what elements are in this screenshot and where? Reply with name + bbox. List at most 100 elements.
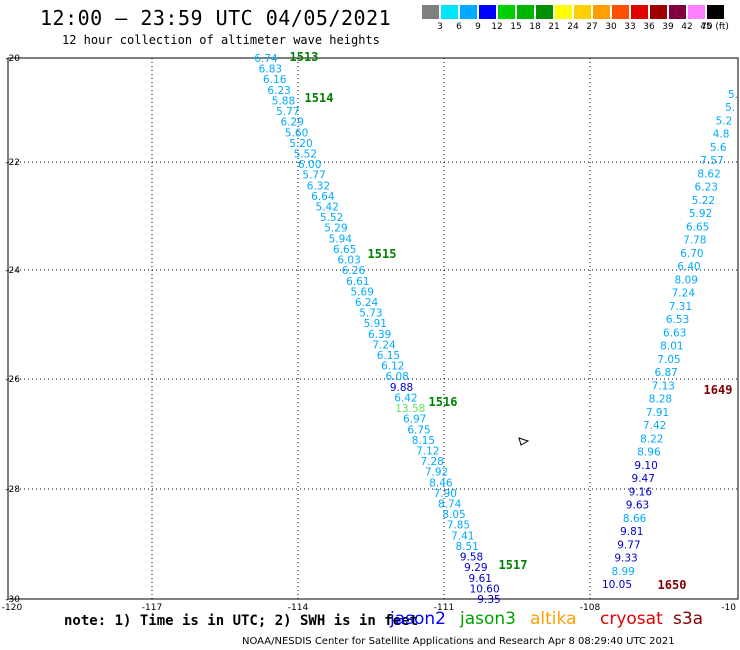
swh-value: 5.42 — [316, 202, 339, 214]
swh-value: 5.69 — [351, 286, 374, 298]
scale-label: 9 — [475, 22, 481, 32]
lat-tick-label: -20 — [5, 54, 20, 64]
swh-value: 10.60 — [470, 583, 500, 595]
swh-value: 5.73 — [359, 308, 382, 320]
scale-swatch — [479, 5, 496, 19]
swh-value: 6.75 — [407, 424, 430, 436]
scale-label: 70 (ft) — [701, 22, 729, 32]
swh-value: 8.28 — [649, 394, 672, 406]
swh-value: 6.97 — [403, 414, 426, 426]
swh-value: 9.81 — [620, 526, 643, 538]
swh-value: 6.12 — [381, 361, 404, 373]
island-outline — [518, 437, 530, 446]
swh-value: 6.08 — [385, 371, 408, 383]
swh-value: 6.53 — [666, 314, 689, 326]
swh-value: 5.6 — [710, 142, 727, 154]
lon-tick-label: -10 — [721, 603, 736, 613]
scale-label: 21 — [548, 22, 560, 32]
swh-value: 7.42 — [643, 420, 666, 432]
track-east: 5.5.5.24.85.67.578.626.235.225.926.657.7… — [602, 89, 738, 592]
swh-value: 5.60 — [285, 127, 308, 139]
swh-value: 5.52 — [294, 148, 317, 160]
swh-value: 5.77 — [302, 170, 325, 182]
swh-value: 7.90 — [434, 488, 457, 500]
island-shape — [518, 437, 530, 446]
swh-value: 7.24 — [372, 339, 396, 351]
scale-label: 15 — [510, 22, 522, 32]
swh-value: 8.51 — [455, 541, 478, 553]
swh-value: 6.40 — [677, 261, 700, 273]
lon-tick-label: -111 — [434, 603, 454, 613]
pass-time-label: 1514 — [305, 91, 334, 105]
lon-tick-label: -120 — [2, 603, 23, 613]
lat-tick-label: -22 — [5, 158, 20, 168]
swh-value: 6.15 — [377, 350, 400, 362]
swh-value: 7.05 — [657, 354, 680, 366]
pass-time-label: 1513 — [290, 50, 319, 64]
swh-value: 6.83 — [259, 64, 282, 76]
scale-label: 6 — [456, 22, 462, 32]
page-title: 12:00 – 23:59 UTC 04/05/2021 — [40, 6, 392, 30]
track-west: 6.746.836.166.235.885.776.295.605.205.52… — [254, 50, 527, 606]
scale-label: 36 — [643, 22, 655, 32]
scale-swatch — [555, 5, 572, 19]
scale-swatch — [631, 5, 648, 19]
lat-tick-label: -26 — [5, 375, 20, 385]
lon-tick-label: -108 — [580, 603, 601, 613]
swh-value: 7.31 — [669, 301, 692, 313]
scale-swatch — [441, 5, 458, 19]
swh-value: 13.58 — [395, 403, 425, 415]
legend-item-altika: altika — [530, 609, 577, 629]
swh-value: 9.63 — [626, 500, 649, 512]
swh-value: 6.32 — [307, 180, 330, 192]
swh-value: 8.46 — [429, 477, 453, 489]
swh-value: 8.05 — [442, 509, 465, 521]
swh-value: 6.26 — [342, 265, 366, 277]
swh-value: 6.03 — [337, 255, 360, 267]
lat-tick-label: -28 — [5, 485, 20, 495]
swh-value: 7.12 — [416, 445, 439, 457]
swh-value: 8.96 — [637, 447, 661, 459]
footer-note: note: 1) Time is in UTC; 2) SWH is in fe… — [64, 613, 419, 629]
lat-tick-label: -24 — [5, 266, 20, 276]
map-frame — [7, 57, 739, 600]
swh-value: 8.01 — [660, 341, 683, 353]
footer-credit: NOAA/NESDIS Center for Satellite Applica… — [242, 636, 675, 647]
lon-tick-label: -114 — [288, 603, 309, 613]
scale-swatch — [612, 5, 629, 19]
swh-value: 6.61 — [346, 276, 369, 288]
swh-value: 5.91 — [364, 318, 387, 330]
swh-value: 9.88 — [390, 382, 413, 394]
swh-value: 8.62 — [697, 168, 720, 180]
swh-value: 6.00 — [298, 159, 321, 171]
scale-label: 42 — [681, 22, 693, 32]
swh-value: 7.41 — [451, 530, 474, 542]
map-border — [7, 57, 739, 600]
swh-value: 8.22 — [640, 433, 663, 445]
map-grid — [8, 58, 738, 599]
swh-value: 6.42 — [394, 392, 417, 404]
swh-value: 10.05 — [602, 579, 632, 591]
swh-value: 9.47 — [632, 473, 655, 485]
scale-swatch — [707, 5, 724, 19]
pass-time-label: 1516 — [429, 395, 458, 409]
swh-value: 9.16 — [629, 486, 653, 498]
swh-value: 7.78 — [683, 235, 706, 247]
swh-value: 6.23 — [267, 85, 290, 97]
swh-value: 5.2 — [716, 115, 733, 127]
swh-value: 6.24 — [355, 297, 379, 309]
scale-swatch — [669, 5, 686, 19]
page-subtitle: 12 hour collection of altimeter wave hei… — [62, 33, 380, 47]
scale-label: 39 — [662, 22, 674, 32]
scale-label: 3 — [437, 22, 443, 32]
swh-value: 6.16 — [263, 74, 287, 86]
scale-swatch — [498, 5, 515, 19]
swh-value: 5.22 — [692, 195, 715, 207]
swh-value: 7.24 — [672, 288, 696, 300]
axis-tick-labels: -20 -22 -24 -26 -28 -30-120 -117 -114 -111 -108 -1… — [2, 54, 736, 613]
swh-value: 5.29 — [324, 223, 347, 235]
swh-value: 9.58 — [460, 552, 483, 564]
swh-value: 9.29 — [464, 562, 487, 574]
swh-value: 7.91 — [646, 407, 669, 419]
